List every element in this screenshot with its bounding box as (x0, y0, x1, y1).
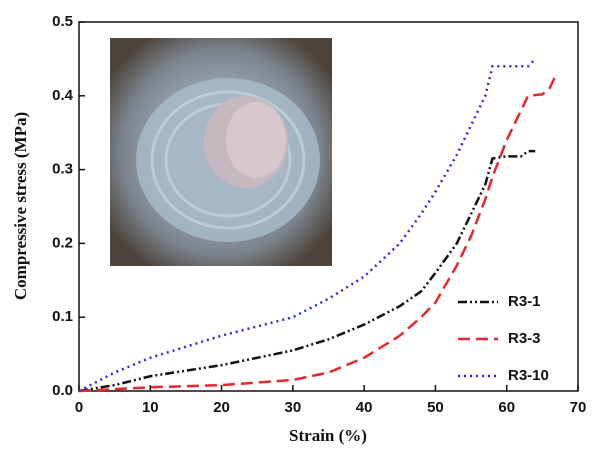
y-tick-label: 0.2 (52, 234, 73, 251)
y-tick-label: 0.0 (52, 382, 73, 399)
series-line (78, 149, 536, 393)
x-axis-label: Strain (%) (289, 426, 367, 445)
y-axis-label: Compressive stress (MPa) (11, 112, 30, 300)
y-tick-label: 0.1 (52, 308, 73, 325)
plot-frame (78, 21, 579, 392)
legend-label: R3-3 (508, 330, 541, 347)
x-tick-label: 0 (75, 399, 83, 416)
x-tick-label: 20 (213, 399, 230, 416)
inset-photo (110, 38, 332, 266)
legend-label: R3-10 (508, 367, 549, 384)
x-tick-label: 10 (142, 399, 159, 416)
legend-label: R3-1 (508, 293, 541, 310)
x-tick-label: 50 (427, 399, 444, 416)
y-tick-label: 0.4 (52, 87, 74, 104)
x-tick-label: 70 (570, 399, 587, 416)
y-tick-label: 0.5 (52, 13, 73, 30)
x-tick-label: 40 (356, 399, 373, 416)
y-tick-label: 0.3 (52, 161, 73, 178)
x-tick-label: 60 (498, 399, 515, 416)
x-tick-label: 30 (285, 399, 302, 416)
series-line (78, 73, 558, 393)
